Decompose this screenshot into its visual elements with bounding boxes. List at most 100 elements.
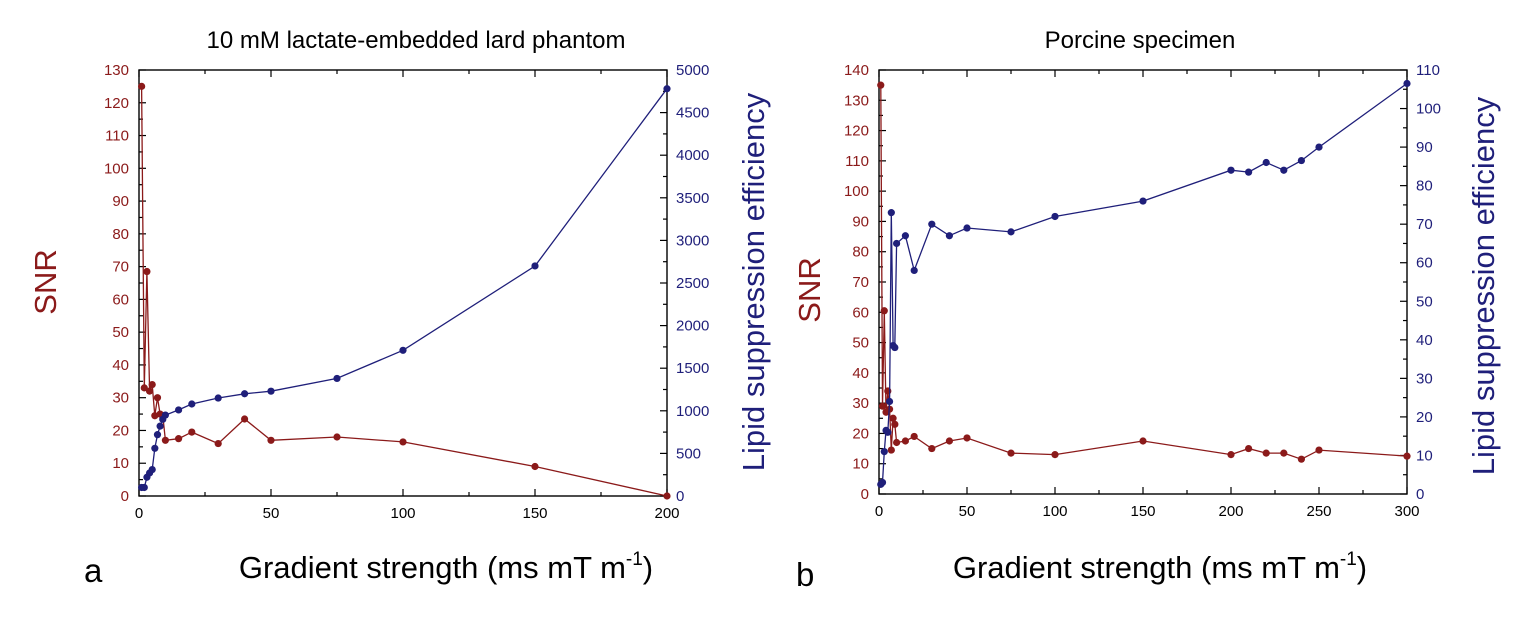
panel-b-lipid-point — [1280, 166, 1288, 174]
panel-a-y-tick-label-right: 4000 — [676, 147, 709, 164]
panel-b-lipid-point — [893, 239, 901, 248]
panel-b-y-tick-label-right: 110 — [1416, 62, 1440, 79]
panel-b-x-tick-label: 300 — [1394, 503, 1419, 520]
panel-a-snr-point — [175, 435, 183, 443]
panel-b-snr-point — [1007, 449, 1015, 457]
panel-b-lipid-point — [884, 428, 892, 436]
panel-b-lipid-point — [1139, 197, 1147, 205]
panel-b-lipid-point — [910, 266, 918, 275]
panel-a-snr-point — [188, 428, 196, 436]
panel-b-y-tick-label-right: 10 — [1416, 447, 1433, 464]
panel-b-snr-point — [1051, 451, 1059, 459]
panel-a-y-tick-label-right: 1500 — [676, 360, 709, 377]
panel-b-y-tick-label-left: 110 — [845, 153, 869, 170]
panel-a-x-tick-label: 200 — [654, 505, 679, 522]
panel-a-lipid-point — [151, 444, 159, 452]
panel-a-snr-point — [267, 436, 275, 444]
panel-b-lipid-point — [945, 232, 954, 240]
panel-a-lipid-point — [156, 422, 164, 430]
panel-b-lipid-point — [887, 209, 895, 217]
panel-b-snr-point — [889, 414, 897, 422]
panel-a-lipid-point — [267, 387, 275, 395]
panel-a-lipid-point — [153, 431, 162, 439]
panel-b-y-tick-label-left: 120 — [844, 123, 869, 140]
panel-b-plot: 0 50 100 150 200 250 3000102030405060708090100… — [844, 62, 1441, 520]
panel-a-y-tick-label-left: 90 — [112, 193, 129, 210]
panel-a-lipid-point — [241, 390, 249, 398]
panel-a-y-tick-label-right: 2000 — [676, 318, 709, 335]
panel-b-snr-point — [1139, 437, 1147, 445]
panel-b-snr-point — [963, 434, 971, 442]
panel-b-y-tick-label-right: 90 — [1416, 139, 1433, 156]
panel-b-y-tick-label-right: 0 — [1416, 486, 1424, 503]
panel-b-y-tick-label-right: 80 — [1416, 178, 1433, 195]
panel-b-lipid-point — [1262, 158, 1270, 167]
panel-a-x-label-sup: -1 — [626, 549, 643, 570]
panel-a-snr-point — [143, 267, 151, 276]
panel-a-x-label: Gradient strength (ms mT m-1) — [239, 549, 653, 585]
panel-a-plot: 0 50 100 150 2000102030405060708090100110120… — [104, 62, 709, 522]
panel-a-x-tick-label: 100 — [390, 505, 415, 522]
panel-a-y-tick-label-left: 0 — [121, 488, 129, 505]
panel-a-letter: a — [84, 552, 103, 589]
panel-b-lipid-series-line — [880, 82, 1408, 485]
panel-a-snr-point — [153, 394, 162, 402]
panel-a-title: 10 mM lactate-embedded lard phantom — [207, 27, 626, 54]
panel-a-y-tick-label-left: 120 — [104, 95, 129, 112]
panel-a-x-tick-label: 50 — [263, 505, 280, 522]
panel-b-snr-point — [878, 402, 887, 410]
panel-a-y-tick-label-left: 20 — [112, 422, 129, 439]
panel-b-snr-point — [877, 81, 885, 89]
panel-a-y-tick-label-left: 110 — [105, 128, 129, 145]
panel-a-snr-point — [140, 384, 148, 392]
panel-b-y-tick-label-right: 20 — [1416, 409, 1433, 426]
panel-b-x-tick-label: 250 — [1306, 503, 1331, 520]
panel-b-lipid-point — [901, 232, 910, 240]
panel-b-letter: b — [796, 556, 814, 593]
panel-a-snr-point — [399, 438, 407, 446]
panel-a: 10 mM lactate-embedded lard phantom 0 50 1… — [28, 27, 771, 589]
panel-b-y-tick-label-left: 90 — [852, 213, 869, 230]
panel-b-lipid-point — [1051, 212, 1059, 221]
panel-b-snr-point — [1227, 451, 1235, 459]
panel-a-y-tick-label-left: 80 — [112, 226, 129, 243]
panel-b-lipid-point — [928, 220, 936, 228]
panel-b-y-tick-label-left: 0 — [861, 486, 869, 503]
panel-a-x-tick-label: 150 — [522, 505, 547, 522]
panel-b-lipid-point — [891, 343, 899, 352]
panel-a-lipid-point — [188, 400, 196, 408]
panel-a-lipid-point — [175, 406, 183, 414]
panel-b-y-tick-label-left: 60 — [852, 304, 869, 321]
panel-b-x-tick-label: 100 — [1042, 503, 1067, 520]
panel-a-lipid-point — [214, 394, 222, 402]
panel-a-snr-point — [145, 387, 154, 395]
panel-b-snr-point — [945, 437, 954, 445]
panel-a-y-tick-label-right: 3500 — [676, 190, 709, 207]
panel-a-lipid-point — [161, 411, 169, 419]
panel-a-snr-point — [333, 433, 341, 441]
panel-a-y-tick-label-left: 40 — [112, 357, 129, 374]
panel-b-x-label-end: ) — [1357, 550, 1367, 585]
panel-b-y-tick-label-right: 30 — [1416, 370, 1433, 387]
panel-a-y-tick-label-right: 500 — [676, 445, 701, 462]
panel-b-snr-point — [1403, 452, 1411, 460]
panel-b-snr-point — [910, 432, 918, 441]
panel-b-y-tick-label-left: 130 — [844, 92, 869, 109]
panel-b-y-label-left: SNR — [792, 257, 827, 322]
panel-a-y-tick-label-left: 130 — [104, 62, 129, 79]
panel-b-x-label-main: Gradient strength (ms mT m — [953, 550, 1340, 585]
panel-b-x-tick-label: 200 — [1218, 503, 1243, 520]
panel-b-snr-point — [893, 438, 901, 447]
panel-b-y-tick-label-left: 30 — [852, 395, 869, 412]
panel-b-y-tick-label-right: 50 — [1416, 293, 1433, 310]
panel-a-y-tick-label-left: 50 — [112, 324, 129, 341]
panel-a-y-label-right: Lipid suppression efficiency — [736, 92, 771, 471]
panel-b-snr-point — [1262, 449, 1270, 457]
panel-b-y-tick-label-left: 100 — [844, 183, 869, 200]
panel-a-snr-point — [663, 492, 671, 500]
panel-b-x-tick-label: 50 — [959, 503, 976, 520]
panel-b-y-tick-label-right: 60 — [1416, 255, 1433, 272]
panel-b-y-tick-label-right: 100 — [1416, 101, 1441, 118]
